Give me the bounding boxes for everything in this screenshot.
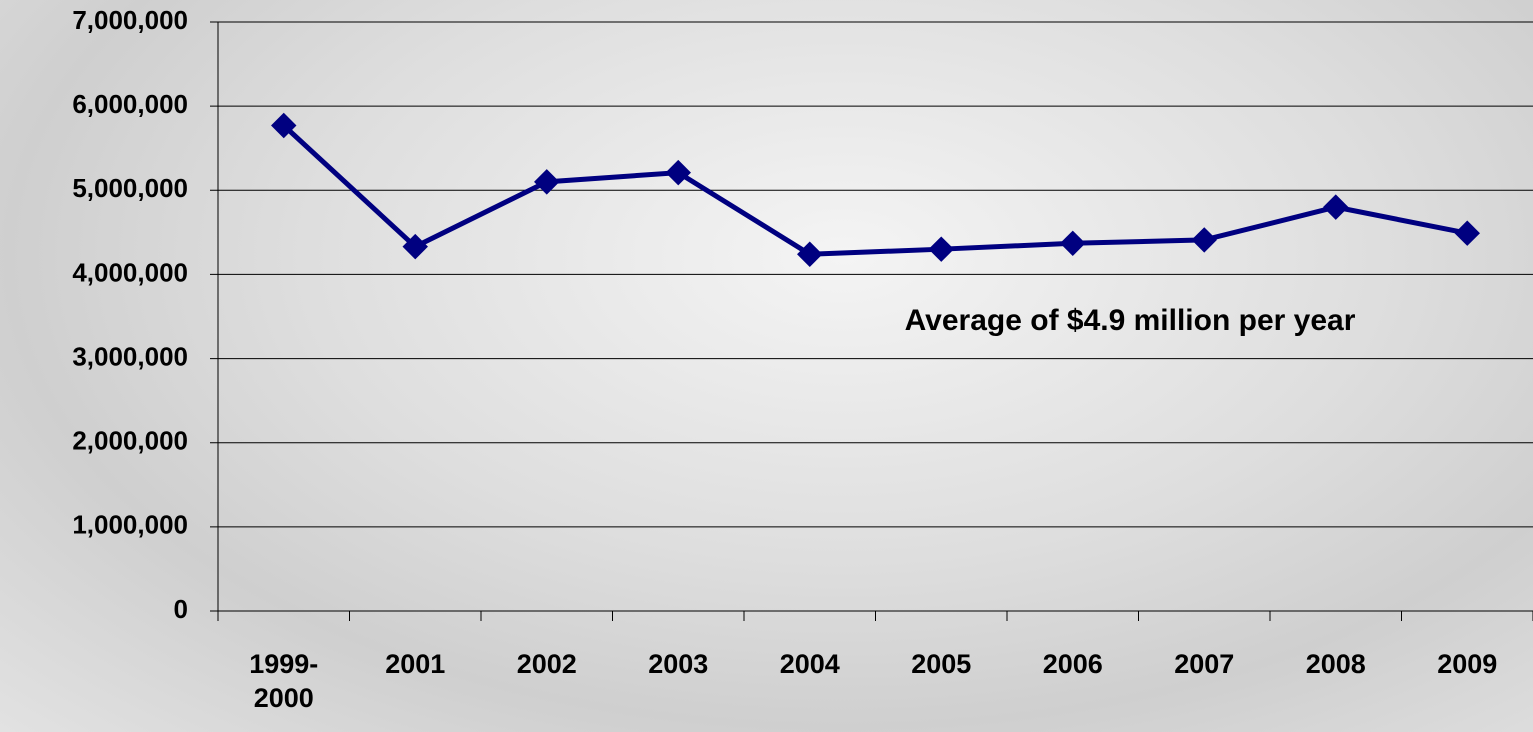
x-tick-label: 2007 [1174,649,1235,679]
x-tick-label: 2001 [385,649,446,679]
y-tick-label: 5,000,000 [72,173,188,203]
y-tick-label: 4,000,000 [72,257,188,287]
annotation: Average of $4.9 million per year [905,304,1356,337]
marker [402,233,428,260]
y-tick-label: 3,000,000 [72,341,188,371]
x-tick-label: 1999-2000 [249,649,319,713]
x-tick-label: 2008 [1305,649,1366,679]
line [282,123,1468,257]
x-tick-label: 2009 [1437,649,1498,679]
marker [271,112,297,139]
x-tick-label: 2006 [1042,649,1103,679]
marker [1454,220,1480,246]
y-tick-label: 1,000,000 [72,510,188,540]
marker [1191,227,1217,253]
marker [1323,194,1349,220]
marker [665,159,691,186]
y-tick-label: 7,000,000 [72,5,188,35]
marker [928,236,954,262]
x-tick-label: 2004 [779,649,840,679]
y-tick-label: 2,000,000 [72,426,188,456]
y-tick-label: 0 [174,594,188,624]
y-tick-label: 6,000,000 [72,89,188,119]
x-tick-label: 2002 [516,649,577,679]
marker [534,169,560,195]
x-tick-label: 2003 [648,649,709,679]
marker [1060,230,1086,257]
x-tick-label: 2005 [911,649,972,679]
marker [797,241,823,267]
